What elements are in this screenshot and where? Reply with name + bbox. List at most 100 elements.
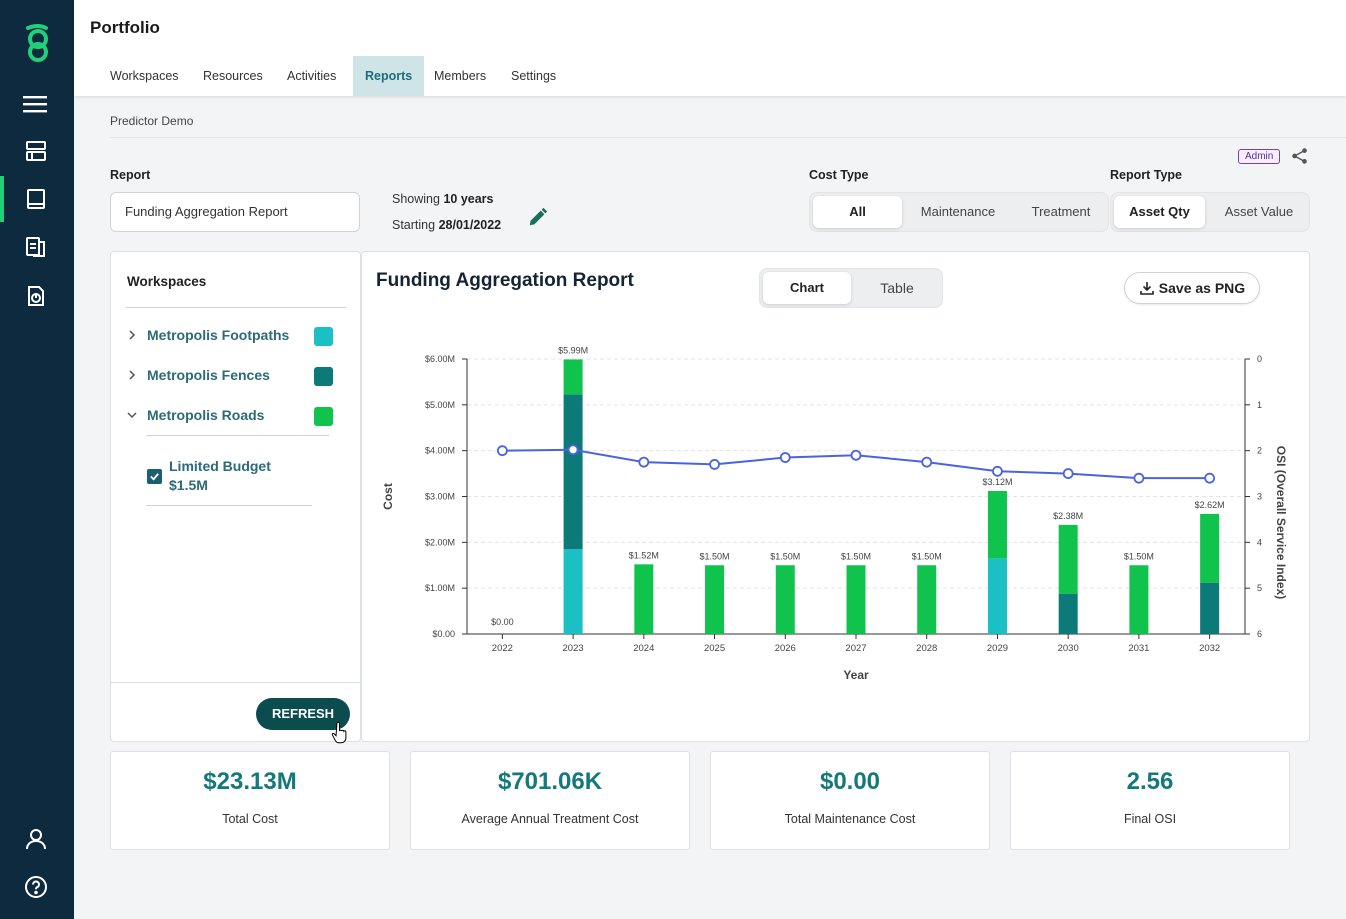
budget-amount: $1.5M: [169, 477, 208, 493]
tab-members[interactable]: Members: [434, 69, 487, 83]
bar-total-label: $1.50M: [770, 551, 800, 561]
color-swatch-fences[interactable]: [314, 367, 333, 386]
workspace-item-fences[interactable]: Metropolis Fences: [125, 364, 270, 386]
report-type-toggle: Asset Qty Asset Value: [1110, 192, 1310, 232]
osi-point: [638, 456, 650, 468]
workspace-item-roads[interactable]: Metropolis Roads: [125, 404, 264, 426]
cost-type-all[interactable]: All: [813, 196, 902, 228]
workspaces-panel: Workspaces Metropolis Footpaths Metropol…: [110, 251, 361, 742]
share-icon[interactable]: [1291, 146, 1309, 166]
budget-checkbox[interactable]: [147, 469, 162, 484]
bar-total-label: $3.12M: [982, 477, 1012, 487]
budget-option[interactable]: Limited Budget $1.5M: [147, 457, 271, 495]
bar-total-label: $2.62M: [1195, 500, 1225, 510]
osi-point: [1062, 468, 1074, 479]
y-tick-label: $3.00M: [425, 492, 455, 502]
active-nav-indicator: [0, 176, 4, 222]
stat-avg-treatment-cost: $701.06K Average Annual Treatment Cost: [410, 751, 690, 850]
chevron-down-icon: [127, 412, 137, 419]
x-tick-label: 2028: [916, 643, 937, 654]
view-table-button[interactable]: Table: [880, 280, 914, 296]
bar-segment: [563, 549, 583, 634]
y2-tick-label: 2: [1257, 446, 1262, 456]
y2-axis-label: OSI (Overall Service Index): [1274, 446, 1288, 599]
cost-type-label: Cost Type: [809, 168, 869, 182]
bar-segment: [563, 394, 583, 550]
bar-segment: [775, 565, 795, 634]
workspace-item-footpaths[interactable]: Metropolis Footpaths: [125, 324, 289, 346]
save-png-button[interactable]: Save as PNG: [1124, 272, 1260, 304]
stat-final-osi: 2.56 Final OSI: [1010, 751, 1290, 850]
y-axis-label: Cost: [381, 483, 395, 510]
x-tick-label: 2023: [563, 643, 584, 654]
x-tick-label: 2030: [1058, 643, 1079, 654]
color-swatch-footpaths[interactable]: [314, 327, 333, 346]
breadcrumb[interactable]: Predictor Demo: [110, 114, 194, 128]
bar-segment: [917, 565, 937, 634]
chevron-right-icon: [129, 330, 136, 340]
help-icon[interactable]: [20, 871, 52, 903]
user-icon[interactable]: [20, 823, 52, 855]
bar-total-label: $1.50M: [1124, 551, 1154, 561]
y2-tick-label: 1: [1257, 400, 1262, 410]
osi-point: [992, 465, 1003, 477]
tab-reports[interactable]: Reports: [353, 56, 425, 96]
showing-years-prefix: Showing: [392, 192, 440, 206]
view-chart-button[interactable]: Chart: [763, 272, 851, 304]
bar-segment: [1129, 565, 1149, 634]
x-axis-label: Year: [843, 668, 869, 682]
admin-badge: Admin: [1238, 149, 1281, 164]
bar-total-label: $0.00: [491, 617, 514, 627]
report-label: Report: [110, 168, 151, 182]
y2-tick-label: 6: [1257, 629, 1262, 639]
x-tick-label: 2032: [1199, 643, 1220, 654]
starting-date: Starting 28/01/2022: [392, 218, 501, 232]
stat-caption: Average Annual Treatment Cost: [461, 812, 639, 826]
bar-segment: [1058, 593, 1078, 634]
workspaces-icon[interactable]: [20, 135, 52, 167]
tab-resources[interactable]: Resources: [203, 69, 263, 83]
reports-icon[interactable]: [20, 183, 52, 215]
workspace-name: Metropolis Fences: [147, 367, 270, 383]
chevron-right-icon: [129, 370, 136, 380]
tab-settings[interactable]: Settings: [511, 69, 557, 83]
tab-workspaces[interactable]: Workspaces: [110, 69, 179, 83]
report-select[interactable]: Funding Aggregation Report: [110, 192, 360, 232]
bar-segment: [846, 565, 866, 634]
showing-years: Showing 10 years: [392, 192, 494, 206]
bar-segment: [634, 564, 654, 634]
documents-icon[interactable]: [20, 231, 52, 263]
y-tick-label: $5.00M: [425, 400, 455, 410]
analysis-icon[interactable]: [20, 280, 52, 312]
bar-segment: [1200, 513, 1220, 583]
color-swatch-roads[interactable]: [314, 407, 333, 426]
y-tick-label: $1.00M: [425, 583, 455, 593]
menu-icon[interactable]: [20, 88, 52, 120]
cost-type-treatment[interactable]: Treatment: [1031, 204, 1091, 219]
bar-total-label: $1.52M: [629, 550, 659, 560]
bar-total-label: $2.38M: [1053, 511, 1083, 521]
edit-pencil-icon[interactable]: [527, 206, 549, 228]
bar-segment: [987, 558, 1007, 634]
top-bar: Portfolio: [74, 0, 1346, 56]
starting-date-value: 28/01/2022: [438, 218, 502, 232]
divider: [146, 435, 329, 436]
chart-card: Funding Aggregation Report Chart Table S…: [361, 251, 1310, 742]
stat-caption: Final OSI: [1123, 812, 1177, 826]
starting-date-prefix: Starting: [392, 218, 436, 232]
refresh-button[interactable]: REFRESH: [256, 698, 350, 730]
report-type-asset-value[interactable]: Asset Value: [1224, 204, 1294, 219]
check-icon: [150, 473, 159, 481]
tab-activities[interactable]: Activities: [287, 69, 337, 83]
chart-title: Funding Aggregation Report: [376, 270, 634, 291]
osi-point: [496, 445, 508, 457]
workspace-name: Metropolis Roads: [147, 407, 265, 423]
report-type-asset-qty[interactable]: Asset Qty: [1114, 196, 1205, 228]
cost-type-maintenance[interactable]: Maintenance: [920, 204, 996, 219]
x-tick-label: 2025: [704, 643, 725, 654]
app-logo-icon[interactable]: [20, 22, 56, 62]
budget-label: Limited Budget: [169, 458, 271, 474]
sidebar: [0, 0, 74, 919]
stat-caption: Total Maintenance Cost: [784, 812, 916, 826]
stat-caption: Total Cost: [222, 812, 278, 826]
